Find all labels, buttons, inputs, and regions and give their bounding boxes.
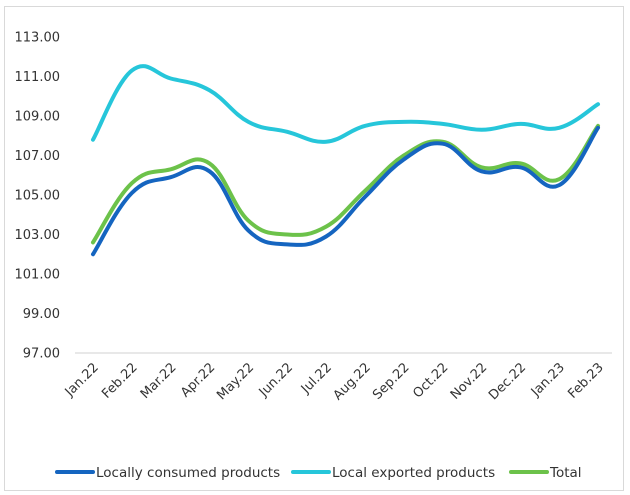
y-tick-label: 107.00 [15, 149, 61, 164]
x-tick-label: Jan.23 [528, 360, 568, 400]
y-tick-label: 105.00 [15, 189, 61, 204]
y-tick-label: 109.00 [15, 110, 61, 125]
legend-label: Total [549, 465, 582, 481]
y-tick-label: 101.00 [15, 268, 61, 283]
y-tick-label: 113.00 [15, 31, 61, 46]
y-tick-label: 97.00 [23, 347, 60, 362]
y-axis-ticks: 97.00 99.00 101.00 103.00 105.00 107.00 109.00… [15, 31, 61, 362]
chart-frame [4, 6, 624, 491]
legend-item: Total [509, 465, 582, 481]
x-tick-label: Nov.22 [448, 360, 490, 402]
x-tick-label: Jul.22 [298, 360, 335, 397]
y-tick-label: 103.00 [15, 228, 61, 243]
legend-item: Local exported products [291, 465, 495, 481]
series-lines [91, 64, 600, 257]
x-tick-label: Jan.22 [62, 360, 102, 400]
x-tick-label: Feb.22 [99, 360, 141, 402]
x-tick-label: Dec.22 [486, 360, 529, 403]
x-tick-label: Oct.22 [410, 360, 451, 401]
legend-label: Locally consumed products [96, 465, 280, 481]
legend-label: Local exported products [332, 465, 495, 481]
x-tick-label: Mar.22 [138, 360, 180, 402]
x-tick-label: Jun.22 [256, 360, 296, 400]
x-tick-label: Apr.22 [178, 360, 218, 400]
x-tick-label: May.22 [214, 360, 257, 403]
y-tick-label: 99.00 [23, 307, 60, 322]
x-tick-label: Sep.22 [370, 360, 413, 403]
series-line-0 [91, 125, 600, 257]
legend: Locally consumed products Local exported … [55, 465, 582, 481]
y-tick-label: 111.00 [15, 70, 61, 85]
series-line-1 [91, 64, 600, 144]
legend-item: Locally consumed products [55, 465, 280, 481]
series-line-2 [91, 123, 600, 245]
x-tick-label: Aug.22 [331, 360, 374, 403]
x-tick-label: Feb.23 [565, 360, 607, 402]
